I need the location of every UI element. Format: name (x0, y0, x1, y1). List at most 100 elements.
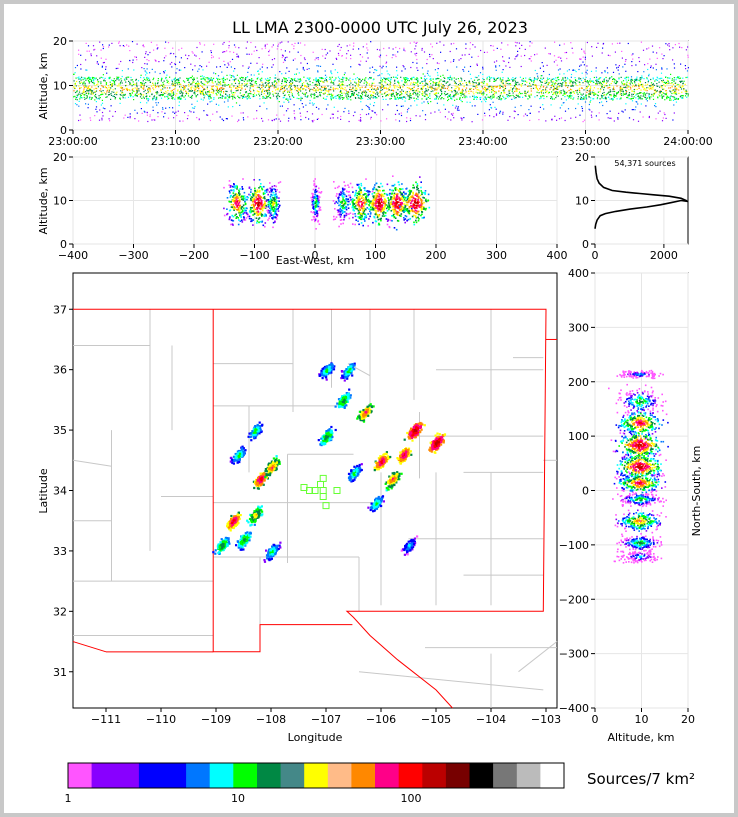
time-height-source (346, 91, 348, 93)
time-height-source (195, 55, 197, 57)
time-height-source (352, 86, 354, 88)
time-height-source (143, 87, 145, 89)
time-height-source (677, 76, 679, 78)
time-height-source (156, 83, 159, 85)
time-height-source (415, 90, 417, 92)
time-height-source (687, 54, 689, 56)
time-height-source (308, 78, 310, 81)
time-height-source (179, 96, 181, 98)
time-height-source (339, 91, 341, 93)
time-height-source (328, 78, 331, 80)
time-height-source (638, 96, 640, 98)
time-height-source (157, 102, 159, 104)
time-height-source (337, 94, 339, 96)
time-height-source (223, 60, 225, 62)
time-height-source (638, 87, 640, 89)
time-height-source (461, 101, 463, 103)
time-height-source (502, 82, 504, 84)
time-height-source (529, 82, 531, 84)
ew-source (265, 199, 268, 201)
time-height-source (358, 80, 360, 82)
time-height-source (150, 85, 153, 87)
time-height-source (133, 69, 135, 71)
time-height-source (405, 97, 407, 99)
time-height-source (434, 82, 436, 84)
ew-source (243, 197, 245, 200)
time-height-source (76, 90, 78, 92)
time-height-source (636, 93, 638, 95)
time-height-source (673, 96, 675, 98)
time-height-source (317, 80, 319, 82)
time-height-source (298, 88, 300, 90)
time-height-source (443, 92, 446, 95)
time-height-source (503, 89, 505, 91)
time-height-source (305, 89, 307, 91)
time-height-source (110, 83, 112, 85)
time-height-source (330, 96, 332, 98)
time-height-source (571, 85, 573, 87)
time-height-source (328, 93, 330, 95)
ew-source (228, 217, 231, 219)
time-height-source (489, 104, 491, 106)
time-height-source (426, 82, 428, 85)
time-height-source (438, 87, 440, 89)
time-height-source (381, 73, 383, 75)
time-height-source (346, 98, 348, 100)
time-height-source (119, 93, 121, 96)
time-height-source (451, 87, 453, 89)
time-height-source (161, 84, 163, 86)
time-height-source (317, 79, 320, 81)
time-height-source (332, 95, 334, 97)
time-height-source (487, 84, 489, 86)
time-height-source (569, 95, 571, 97)
time-tick-label: 23:20:00 (253, 135, 302, 148)
time-height-source (371, 110, 373, 112)
time-height-source (326, 80, 328, 82)
time-height-source (349, 88, 351, 91)
time-height-source (187, 95, 190, 97)
time-height-source (248, 53, 250, 55)
time-height-source (574, 82, 576, 84)
time-height-source (532, 87, 535, 89)
time-height-source (129, 83, 131, 85)
time-height-source (655, 69, 657, 71)
time-height-source (687, 93, 689, 95)
ew-source (264, 213, 266, 215)
time-height-source (511, 98, 513, 100)
time-height-source (88, 50, 90, 52)
time-height-source (259, 84, 261, 86)
ew-source (239, 207, 241, 209)
time-height-source (504, 86, 506, 88)
time-height-source (666, 98, 668, 100)
time-height-source (686, 76, 689, 78)
time-height-source (358, 63, 360, 65)
time-height-source (156, 96, 158, 98)
time-height-source (646, 83, 649, 85)
time-height-source (186, 91, 188, 93)
time-height-source (554, 41, 556, 43)
time-height-source (513, 79, 515, 81)
time-height-source (98, 81, 100, 83)
time-height-source (97, 81, 99, 83)
time-height-source (108, 44, 110, 46)
time-height-source (196, 83, 198, 85)
time-height-source (655, 106, 657, 108)
time-height-source (410, 95, 412, 97)
time-height-source (612, 78, 614, 80)
time-height-source (335, 77, 337, 79)
time-height-source (193, 81, 195, 83)
time-height-source (190, 77, 193, 79)
time-height-source (595, 76, 598, 78)
time-height-source (316, 65, 318, 67)
time-height-source (552, 80, 554, 83)
ew-source (255, 196, 258, 198)
time-height-source (656, 79, 659, 81)
time-height-source (656, 83, 658, 85)
time-height-source (537, 75, 539, 77)
time-height-source (310, 93, 312, 95)
time-height-source (324, 57, 326, 59)
time-height-source (201, 82, 203, 85)
time-height-source (640, 98, 642, 100)
time-height-source (419, 91, 421, 93)
time-height-source (532, 80, 534, 82)
